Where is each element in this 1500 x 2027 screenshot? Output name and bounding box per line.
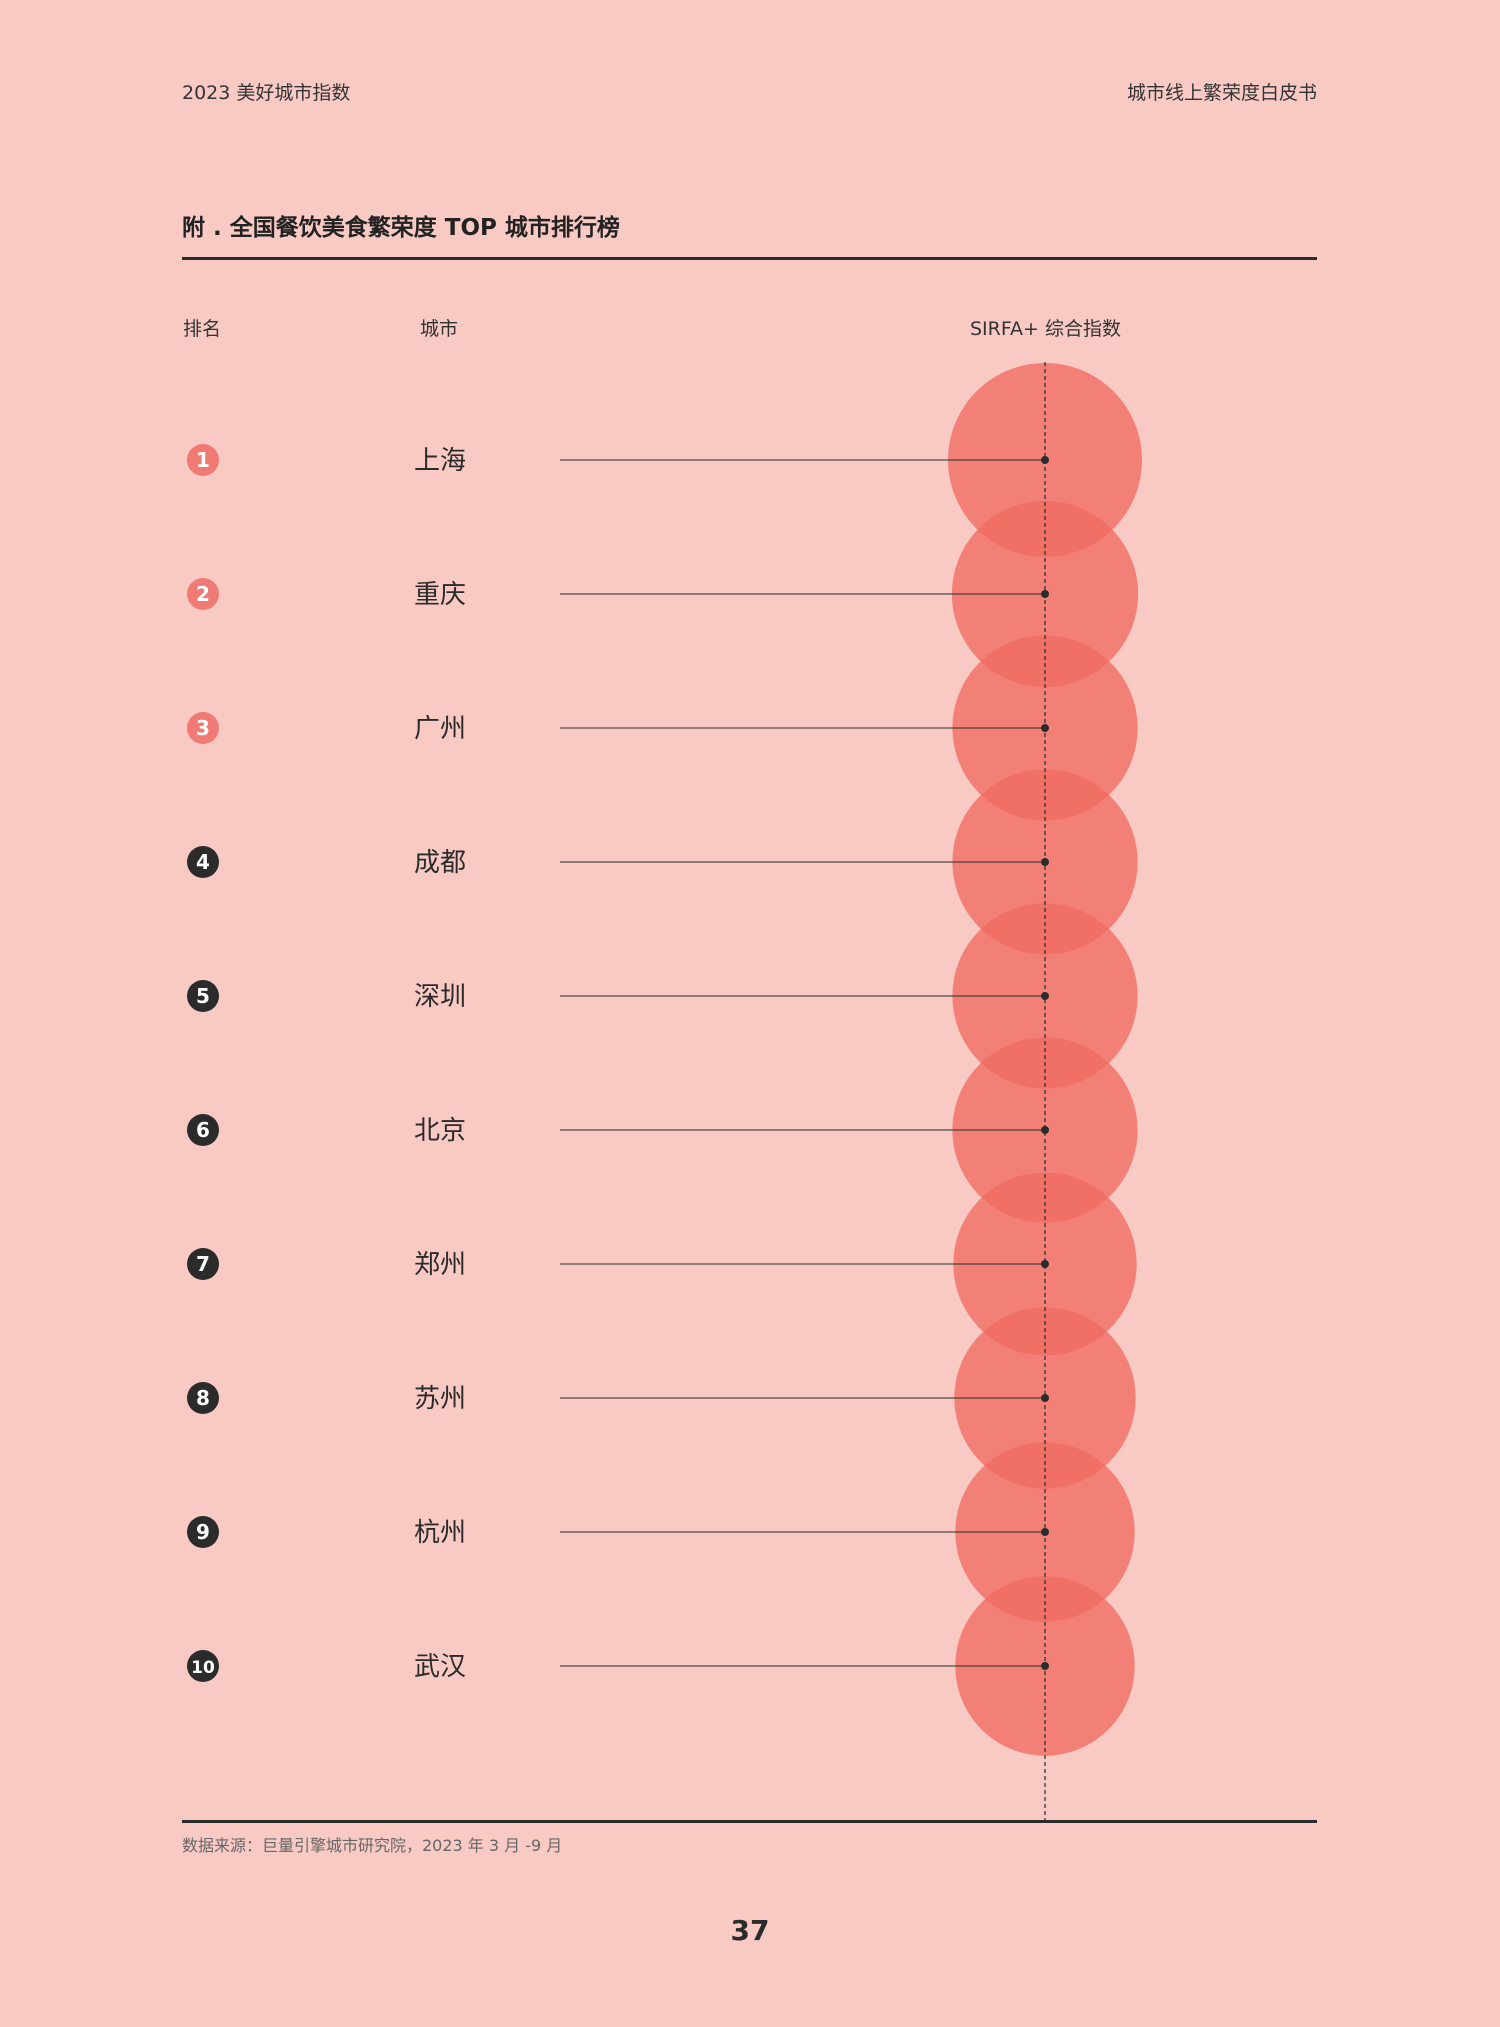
rank-badge-3 [187,712,219,744]
index-dot-5 [1041,992,1049,1000]
rank-number-5: 5 [196,984,210,1008]
rank-number-2: 2 [196,582,210,606]
city-name-9: 杭州 [414,1518,466,1548]
rank-badge-6 [187,1114,219,1146]
page-number: 37 [730,1914,770,1947]
rank-number-10: 10 [191,1658,215,1678]
page-title: 附 . 全国餐饮美食繁荣度 TOP 城市排行榜 [182,215,620,241]
city-name-5: 深圳 [414,982,466,1012]
bottom-divider [182,1820,1317,1823]
city-name-1: 上海 [414,446,466,476]
rank-number-4: 4 [196,850,210,874]
rank-badge-1 [187,444,219,476]
label-layer: 1 上海 2 重庆 3 广州 4 成都 5 深圳 6 北京 7 郑州 8 苏州 9 杭州 10 武汉 [187,444,466,1682]
rank-badge-4 [187,846,219,878]
rank-badge-5 [187,980,219,1012]
column-header-city: 城市 [420,318,459,340]
index-dot-6 [1041,1126,1049,1134]
index-dot-8 [1041,1394,1049,1402]
index-dot-2 [1041,590,1049,598]
city-name-6: 北京 [414,1116,466,1146]
rank-badge-7 [187,1248,219,1280]
rank-badge-10 [187,1650,219,1682]
rank-number-1: 1 [196,448,210,472]
rank-badge-9 [187,1516,219,1548]
city-name-3: 广州 [414,714,466,744]
rank-badge-8 [187,1382,219,1414]
city-name-7: 郑州 [414,1250,466,1280]
header-report-title: 2023 美好城市指数 [182,82,351,104]
column-header-index: SIRFA+ 综合指数 [970,318,1122,340]
rank-number-3: 3 [196,716,210,740]
rank-number-7: 7 [196,1252,210,1276]
city-name-4: 成都 [414,848,466,878]
index-dot-9 [1041,1528,1049,1536]
connector-layer [560,456,1049,1670]
top-divider [182,257,1317,260]
city-name-8: 苏州 [414,1384,466,1414]
index-dot-7 [1041,1260,1049,1268]
column-header-rank: 排名 [183,318,222,340]
rank-number-8: 8 [196,1386,210,1410]
index-dot-3 [1041,724,1049,732]
index-dot-4 [1041,858,1049,866]
index-dot-1 [1041,456,1049,464]
header-whitepaper-title: 城市线上繁荣度白皮书 [1126,82,1317,104]
city-name-10: 武汉 [414,1652,466,1682]
rank-number-9: 9 [196,1520,210,1544]
index-dot-10 [1041,1662,1049,1670]
data-source-note: 数据来源：巨量引擎城市研究院，2023 年 3 月 -9 月 [182,1836,563,1855]
rank-number-6: 6 [196,1118,210,1142]
rank-badge-2 [187,578,219,610]
city-name-2: 重庆 [414,580,466,610]
